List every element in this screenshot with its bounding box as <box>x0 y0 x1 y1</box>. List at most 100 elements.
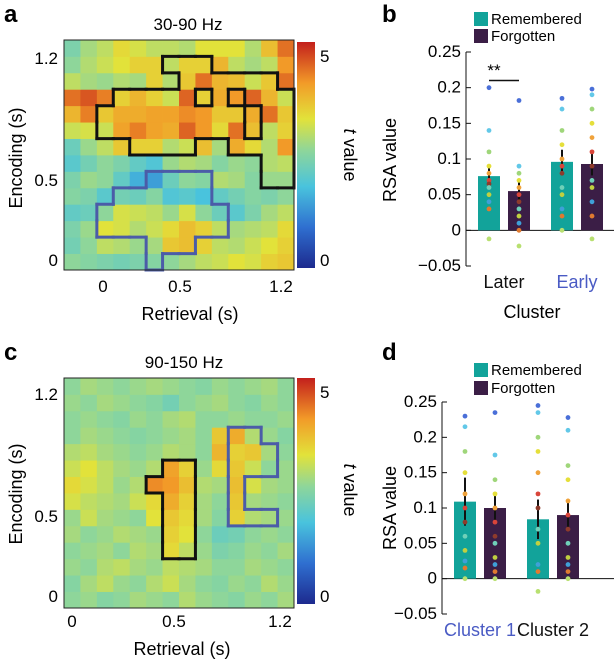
heatmap-c-xtick-1: 0.5 <box>162 612 186 631</box>
heatmap-a-cell <box>129 138 147 156</box>
heatmap-c-cell <box>146 460 163 477</box>
heatmap-a-cell <box>195 72 213 90</box>
barchart-b-subject-point <box>486 170 492 176</box>
heatmap-c-cell <box>162 509 180 527</box>
barchart-d-subject-point <box>462 519 468 525</box>
heatmap-c-cell <box>96 427 114 445</box>
heatmap-a-cluster-2-outline <box>95 169 230 272</box>
heatmap-c-cell <box>129 394 147 412</box>
heatmap-c-cluster-1-outline <box>144 458 197 561</box>
barchart-b-subject-point <box>486 185 492 190</box>
barchart-b-bar-forgotten <box>581 163 603 231</box>
heatmap-c-cell <box>211 460 229 477</box>
barchart-d-ytick-label: 0.05 <box>404 533 437 552</box>
barchart-d-subject-point <box>492 569 498 574</box>
heatmap-c-cell <box>179 542 196 560</box>
barchart-b-subject-point <box>516 220 522 226</box>
heatmap-a-cell <box>244 89 262 107</box>
heatmap-a-cell <box>80 237 98 254</box>
heatmap-a-cell <box>162 171 180 189</box>
barchart-b-subject-point <box>486 178 492 183</box>
heatmap-a-cell <box>146 187 163 205</box>
heatmap-a-cell <box>195 155 213 172</box>
heatmap-a-cell <box>228 171 246 189</box>
heatmap-a-cell <box>211 220 229 238</box>
heatmap-c-cell <box>195 509 213 527</box>
heatmap-c-cell <box>277 394 295 412</box>
heatmap-a-cell <box>146 253 163 271</box>
heatmap-a-cell <box>64 171 81 189</box>
barchart-b: 0.25 0.2 0.15 0.1 0.05 0 −0.05 Later Early <box>418 42 614 292</box>
heatmap-a-cell <box>162 40 180 57</box>
barchart-b-subject-point <box>516 227 522 233</box>
heatmap-c-cell <box>64 542 81 560</box>
barchart-b-subject-point <box>516 98 522 103</box>
barchart-b-subject-point <box>516 243 522 249</box>
heatmap-c-cell <box>113 509 131 527</box>
heatmap-c-cell <box>96 443 114 461</box>
barchart-d-subject-point <box>565 569 571 574</box>
heatmap-a-cell <box>80 204 98 222</box>
barchart-d-ytick-label: −0.05 <box>394 604 437 623</box>
heatmap-a-cell <box>211 40 229 57</box>
heatmap-c-cell <box>195 558 213 576</box>
heatmap-a-cell <box>195 171 213 189</box>
heatmap-c-cell <box>113 427 131 445</box>
barchart-d-subject-point <box>492 477 498 483</box>
heatmap-c-cell <box>261 509 278 527</box>
barchart-b-subject-point <box>486 128 492 133</box>
heatmap-c-cell <box>179 443 196 461</box>
colorbar-c-label-t: t <box>340 463 360 469</box>
heatmap-a-cell <box>64 122 81 139</box>
heatmap-c-xtick-2: 1.2 <box>268 612 292 631</box>
heatmap-c-cell <box>228 427 246 445</box>
heatmap-c-cell <box>261 443 278 461</box>
heatmap-c-cell <box>179 427 196 445</box>
heatmap-c-cell <box>113 476 131 494</box>
heatmap-c-cell <box>211 410 229 428</box>
heatmap-a-cell <box>96 72 114 90</box>
barchart-b-subject-point <box>486 192 492 198</box>
heatmap-c-cell <box>261 591 278 609</box>
heatmap-a-cell <box>211 105 229 123</box>
heatmap-c-cell <box>64 443 81 461</box>
barchart-b-subject-point <box>516 163 522 169</box>
barchart-d-category-label: Cluster 1 <box>444 620 516 640</box>
legend-b-swatch-forgotten <box>474 29 488 43</box>
heatmap-c-cell <box>80 410 98 428</box>
barchart-d-subject-point <box>492 576 498 582</box>
heatmap-a-cell <box>244 122 262 139</box>
heatmap-a-cell <box>195 89 213 107</box>
heatmap-c-cell <box>261 378 278 395</box>
barchart-d-subject-point <box>565 463 571 468</box>
heatmap-a-cell <box>129 171 147 189</box>
heatmap-a-cell <box>277 237 295 254</box>
barchart-b-subject-point <box>559 95 565 101</box>
heatmap-a-cell <box>146 72 163 90</box>
heatmap-c-cell <box>179 476 196 494</box>
barchart-b-subject-point <box>486 163 492 169</box>
barchart-b-category-label: Later <box>483 272 524 292</box>
heatmap-a-cell <box>277 122 295 139</box>
heatmap-a-cell <box>80 105 98 123</box>
colorbar-a-tick-5: 5 <box>320 47 329 66</box>
heatmap-c-cell <box>162 591 180 609</box>
heatmap-c-cell <box>244 394 262 412</box>
barchart-b-ytick-label: 0.2 <box>437 78 461 97</box>
heatmap-a-cell <box>146 204 163 222</box>
heatmap-c-cell <box>162 410 180 428</box>
heatmap-a-cell <box>162 220 180 238</box>
heatmap-c-cell <box>80 509 98 527</box>
heatmap-c-cell <box>277 410 295 428</box>
heatmap-a-cell <box>277 187 295 205</box>
heatmap-c-cell <box>228 493 246 510</box>
heatmap-a-cell <box>96 237 114 254</box>
heatmap-a-cell <box>113 220 131 238</box>
barchart-d-ytick-label: 0.1 <box>413 498 437 517</box>
barchart-d-ylabel: RSA value <box>380 466 400 550</box>
heatmap-c-cell <box>211 493 229 510</box>
heatmap-c-cell <box>179 378 196 395</box>
panel-letter-b: b <box>382 1 397 28</box>
heatmap-c-cell <box>195 575 213 592</box>
heatmap-a-cell <box>162 253 180 271</box>
